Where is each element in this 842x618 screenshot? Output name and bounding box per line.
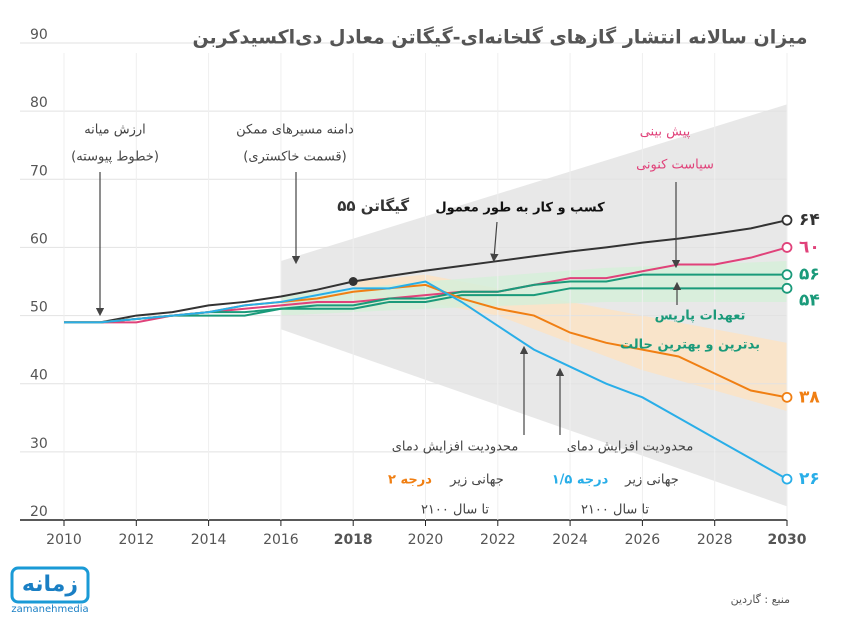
annotation: بدترین و بهترین حالت bbox=[620, 338, 760, 353]
x-tick-label: 2020 bbox=[408, 532, 444, 548]
x-tick-label: 2016 bbox=[263, 532, 299, 548]
y-tick-label: 80 bbox=[30, 95, 48, 111]
x-tick-label: 2010 bbox=[46, 532, 82, 548]
end-label: ۳۸ bbox=[799, 387, 820, 407]
lines bbox=[64, 219, 788, 480]
annotation: جهانی زیر bbox=[624, 473, 679, 488]
labels: ۵۵ گیگاتن ۶۴ ٦٠ ۵۶ ۵۴ ۳۸ ۲۶ ارزش میانه (خطوط پیو… bbox=[71, 123, 820, 518]
annotation: (قسمت خاکستری) bbox=[243, 150, 346, 165]
end-label: ۵۴ bbox=[799, 290, 820, 310]
end-marker bbox=[781, 473, 793, 485]
y-tick-label: 60 bbox=[30, 231, 48, 247]
annotation: تا سال ۲۱۰۰ bbox=[421, 503, 489, 518]
x-tick-label: 2024 bbox=[552, 532, 588, 548]
series-line bbox=[64, 280, 788, 480]
end-marker bbox=[781, 282, 793, 294]
x-tick-label: 2022 bbox=[480, 532, 516, 548]
annotation: ۱/۵ درجه bbox=[552, 473, 609, 488]
y-tick-label: 50 bbox=[30, 300, 48, 316]
end-label: ۶۴ bbox=[799, 210, 820, 230]
y-tick-label: 40 bbox=[30, 368, 48, 384]
logo-box bbox=[10, 566, 90, 604]
annotation: محدودیت افزایش دمای bbox=[392, 440, 519, 455]
arrow bbox=[490, 221, 499, 263]
logo-text: زمانه bbox=[22, 572, 78, 597]
series-line bbox=[64, 287, 787, 324]
end-label: ٦٠ bbox=[799, 237, 820, 257]
x-tick-label: 2018 bbox=[334, 532, 373, 548]
y-tick-label: 70 bbox=[30, 163, 48, 179]
arrows bbox=[95, 172, 682, 435]
annotation: محدودیت افزایش دمای bbox=[567, 440, 694, 455]
y-tick-label: 90 bbox=[30, 27, 48, 43]
x-tick-label: 2014 bbox=[191, 532, 227, 548]
point-label: ۵۵ گیگاتن bbox=[337, 197, 409, 215]
x-tick-label: 2012 bbox=[118, 532, 154, 548]
annotation: سیاست کنونی bbox=[636, 158, 714, 173]
end-marker bbox=[781, 214, 793, 226]
annotation: جهانی زیر bbox=[449, 473, 504, 488]
annotation: دامنه مسیرهای ممکن bbox=[236, 123, 354, 138]
x-tick-label: 2028 bbox=[697, 532, 733, 548]
end-marker bbox=[781, 269, 793, 281]
annotation: تا سال ۲۱۰۰ bbox=[581, 503, 649, 518]
annotation: پیش بینی bbox=[640, 125, 691, 140]
annotation: ۲ درجه bbox=[388, 473, 432, 488]
annotation: کسب و کار به طور معمول bbox=[435, 201, 605, 216]
y-tick-label: 20 bbox=[30, 504, 48, 520]
annotation: تعهدات پاریس bbox=[655, 309, 746, 324]
end-label: ۲۶ bbox=[799, 469, 820, 489]
x-tick-label: 2026 bbox=[625, 532, 661, 548]
x-tick-label: 2030 bbox=[768, 532, 807, 548]
logo-subtext: zamanehmedia bbox=[11, 604, 88, 615]
annotation: ارزش میانه bbox=[84, 123, 146, 138]
source: منبع : گاردین bbox=[731, 593, 790, 606]
series-line bbox=[64, 219, 788, 324]
end-label: ۵۶ bbox=[799, 265, 820, 285]
y-tick-label: 30 bbox=[30, 436, 48, 452]
end-marker bbox=[781, 391, 793, 403]
chart-title: میزان سالانه انتشار گازهای گلخانه‌ای-گیگ… bbox=[192, 26, 807, 49]
point-marker bbox=[348, 277, 358, 286]
end-marker bbox=[781, 242, 793, 253]
annotation: (خطوط پیوسته) bbox=[71, 150, 159, 165]
